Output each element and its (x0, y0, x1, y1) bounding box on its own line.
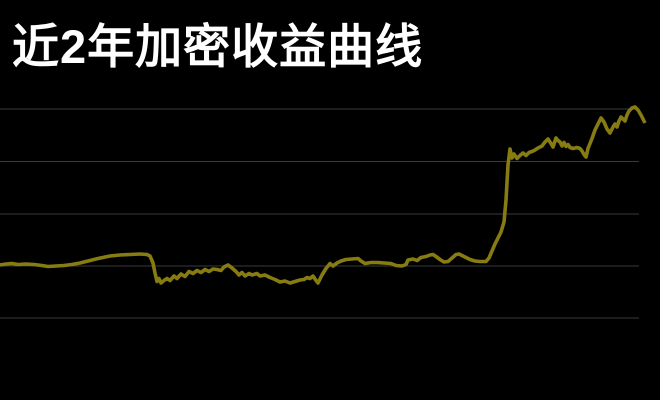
chart-title: 近2年加密收益曲线 (12, 20, 424, 73)
gridlines (0, 108, 639, 319)
return-curve-line (0, 105, 647, 285)
